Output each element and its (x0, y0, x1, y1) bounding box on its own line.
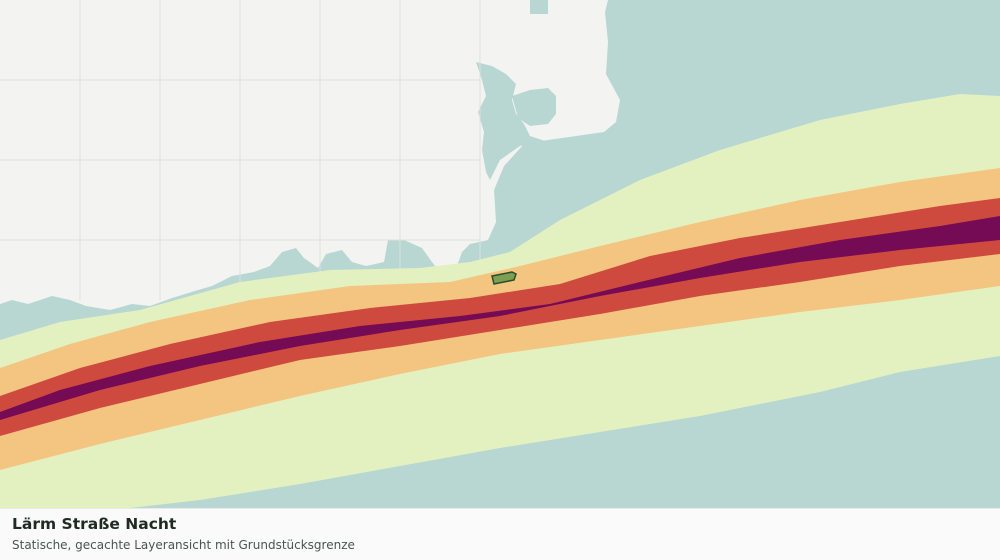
plot-boundary[interactable] (491, 271, 517, 285)
map-caption: Lärm Straße Nacht Statische, gecachte La… (0, 508, 1000, 560)
road-noise-contours (0, 94, 1000, 508)
map-title: Lärm Straße Nacht (12, 515, 177, 533)
map-canvas[interactable] (0, 0, 1000, 508)
water-inlet (476, 62, 548, 180)
built-area (0, 0, 620, 310)
built-area-main (0, 0, 620, 310)
noise-band-highest (0, 216, 1000, 420)
pond (512, 88, 556, 126)
block-grid (0, 0, 481, 300)
map-subtitle: Statische, gecachte Layeransicht mit Gru… (12, 538, 355, 552)
map-svg (0, 0, 1000, 508)
